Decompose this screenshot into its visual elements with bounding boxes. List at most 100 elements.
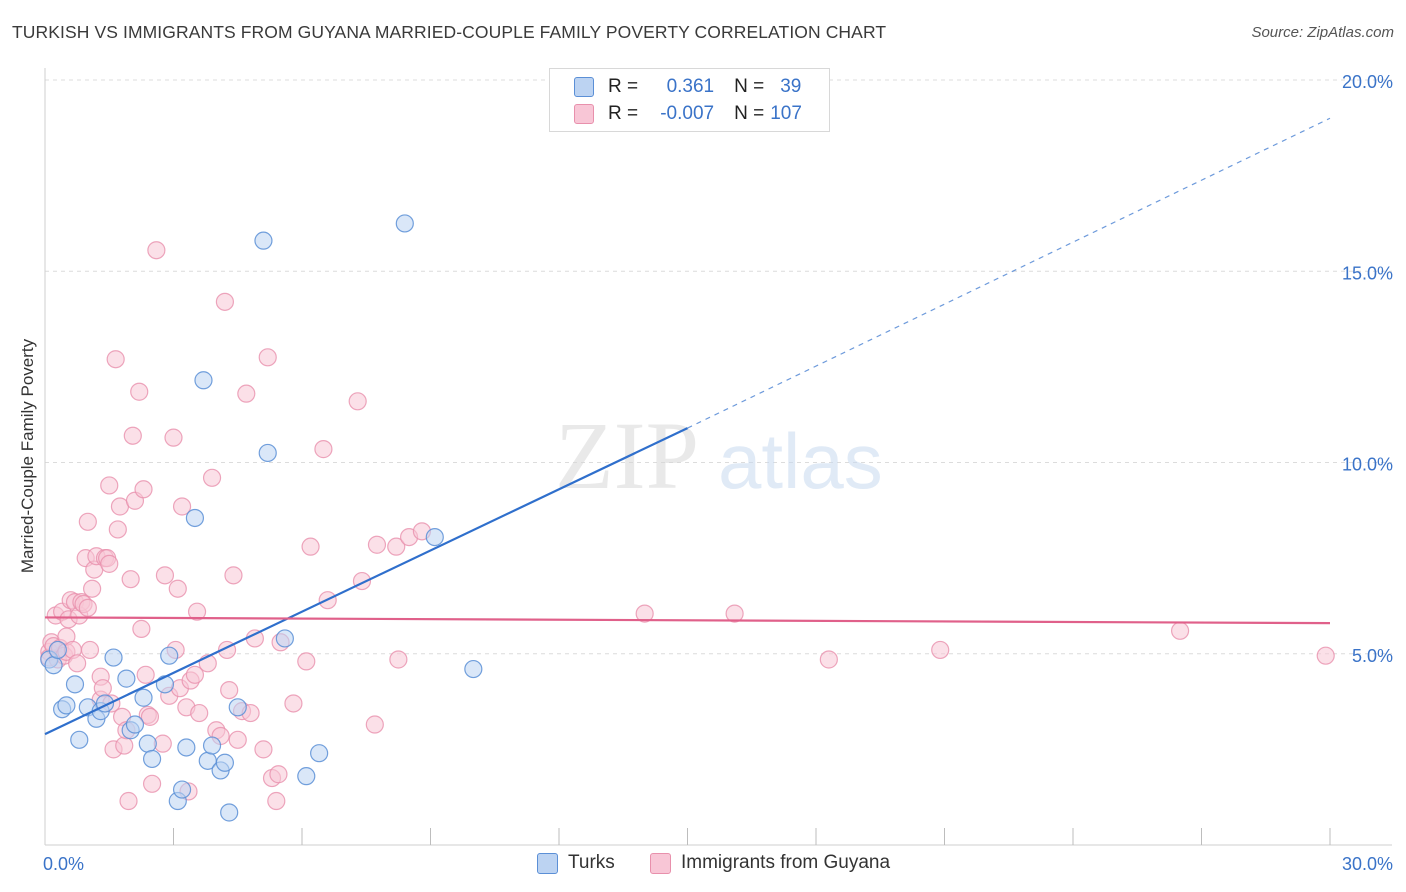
guyana-point — [224, 566, 243, 585]
watermark: ZIP atlas — [555, 402, 883, 509]
guyana-point — [155, 566, 175, 585]
guyana-point — [168, 579, 187, 598]
x-tick-label: 30.0% — [1342, 854, 1393, 874]
turks-point — [134, 688, 153, 707]
turks-point — [202, 736, 222, 755]
turks-point — [48, 640, 67, 660]
guyana-point — [228, 730, 247, 749]
guyana-point — [100, 476, 119, 495]
turks-point — [228, 698, 247, 717]
guyana-point — [220, 680, 239, 700]
guyana-point — [140, 707, 160, 726]
turks-trend-extension — [687, 117, 1331, 429]
guyana-point — [254, 740, 273, 759]
guyana-point — [164, 428, 183, 447]
guyana-point — [187, 602, 207, 621]
turks-point — [185, 508, 205, 528]
guyana-point — [348, 392, 367, 411]
tick-labels: 5.0% 10.0% 15.0% 20.0% 0.0% 30.0% — [43, 72, 1393, 874]
turks-point — [310, 744, 329, 763]
correlation-legend: R = 0.361 N = 39 R = -0.007 N = 107 — [549, 68, 830, 132]
guyana-point — [93, 679, 112, 698]
watermark-atlas: atlas — [718, 417, 883, 505]
x-tick-label: 0.0% — [43, 854, 84, 874]
n-value: 39 — [780, 76, 802, 97]
y-tick-label: 15.0% — [1342, 263, 1393, 283]
guyana-point — [215, 292, 234, 311]
y-tick-label: 20.0% — [1342, 72, 1393, 92]
guyana-legend-swatch — [650, 852, 671, 874]
turks-point — [177, 738, 196, 757]
guyana-point — [190, 703, 209, 723]
turks-point — [138, 734, 157, 753]
guyana-point — [267, 791, 286, 811]
guyana-point — [284, 694, 303, 713]
turks-point — [220, 803, 239, 822]
turks-point — [104, 648, 123, 667]
n-label: N = — [734, 103, 765, 124]
guyana-point — [83, 579, 102, 598]
guyana-point — [389, 650, 408, 669]
guyana-point — [314, 440, 333, 459]
turks-point — [194, 371, 213, 390]
guyana-point — [245, 629, 264, 648]
turks-point — [215, 753, 234, 772]
n-label: N = — [734, 76, 765, 97]
guyana-point — [172, 497, 192, 516]
guyana-point — [132, 619, 151, 638]
r-value: 0.361 — [666, 76, 715, 97]
legend-item-guyana[interactable]: Immigrants from Guyana — [650, 852, 890, 874]
guyana-point — [185, 665, 205, 684]
guyana-point — [108, 520, 127, 539]
turks-legend-swatch — [537, 852, 558, 874]
guyana-point — [130, 382, 149, 401]
legend-item-turks[interactable]: Turks — [537, 852, 615, 874]
guyana-point — [635, 604, 654, 623]
guyana-point — [68, 654, 87, 673]
guyana-point — [931, 640, 950, 660]
y-tick-label: 5.0% — [1352, 646, 1393, 666]
guyana-point — [123, 426, 142, 445]
guyana-point — [119, 791, 138, 811]
axes — [44, 68, 1392, 846]
turks-point — [142, 749, 162, 769]
turks-point — [125, 715, 145, 734]
guyana-points — [40, 241, 1335, 811]
guyana-point — [387, 537, 406, 556]
guyana-point — [136, 665, 155, 684]
chart-title: TURKISH VS IMMIGRANTS FROM GUYANA MARRIE… — [12, 22, 887, 42]
turks-point — [70, 730, 89, 749]
turks-point — [258, 443, 277, 463]
turks-point — [57, 696, 76, 715]
guyana-trend-line — [44, 616, 1331, 625]
guyana-point — [78, 598, 97, 617]
turks-swatch — [574, 77, 594, 97]
turks-points — [40, 214, 483, 822]
n-value: 107 — [770, 103, 802, 124]
turks-point — [44, 656, 63, 675]
r-label: R = — [608, 103, 639, 124]
guyana-point — [115, 736, 134, 755]
guyana-point — [365, 715, 384, 734]
guyana-point — [202, 468, 222, 487]
turks-point — [155, 675, 175, 694]
guyana-point — [1170, 621, 1190, 640]
source-label: Source: ZipAtlas.com — [1251, 24, 1394, 41]
turks-point — [297, 767, 316, 786]
series-legend: Turks Immigrants from Guyana — [0, 852, 1406, 880]
guyana-point — [301, 537, 320, 556]
turks-point — [160, 646, 179, 665]
turks-trend-line — [44, 427, 688, 736]
watermark-zip: ZIP — [555, 402, 699, 509]
turks-point — [65, 675, 85, 694]
guyana-point — [78, 512, 97, 531]
legend-row-turks: R = 0.361 N = 39 — [574, 74, 801, 100]
turks-point — [464, 659, 483, 679]
guyana-point — [297, 652, 316, 671]
legend-row-guyana: R = -0.007 N = 107 — [574, 101, 802, 127]
guyana-point — [80, 640, 100, 660]
guyana-point — [725, 604, 744, 623]
guyana-point — [269, 765, 288, 784]
guyana-point — [819, 650, 838, 669]
